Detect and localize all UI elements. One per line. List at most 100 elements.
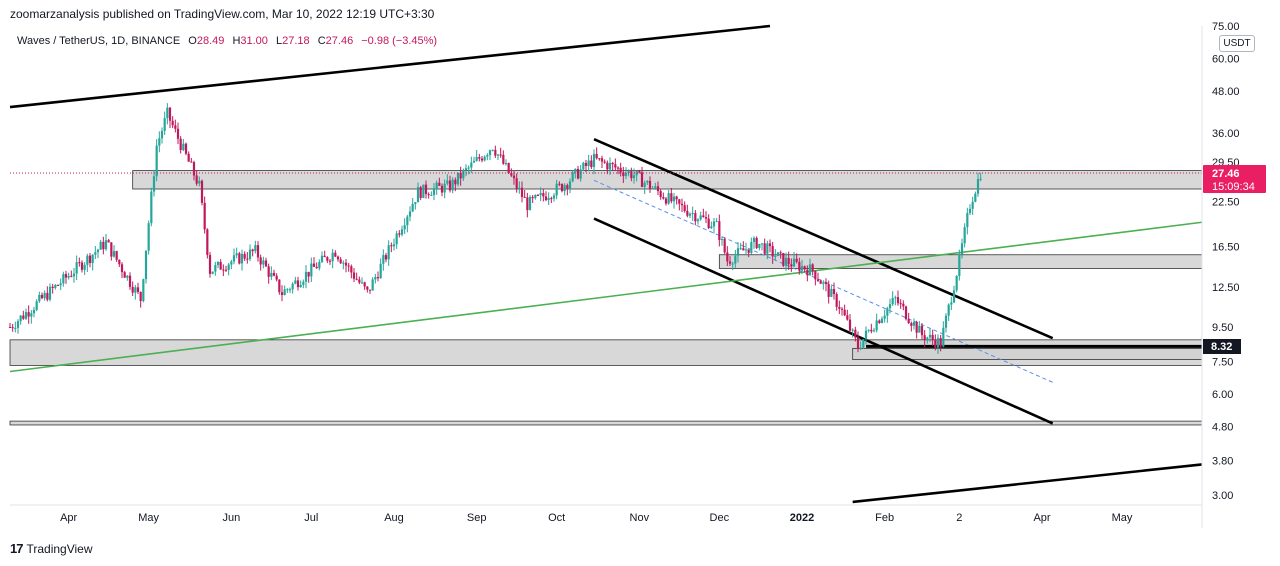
candle-body bbox=[168, 107, 172, 121]
candle-body bbox=[928, 334, 932, 338]
candle-body bbox=[176, 128, 180, 139]
candle-body bbox=[899, 303, 902, 305]
candle-body bbox=[139, 291, 142, 302]
candle bbox=[176, 122, 180, 145]
trendline-green bbox=[9, 221, 1203, 373]
candle-body bbox=[131, 286, 134, 293]
symbol-name[interactable]: Waves / TetherUS, 1D, BINANCE bbox=[17, 35, 181, 47]
high-value: 31.00 bbox=[240, 35, 268, 47]
candle-body bbox=[880, 318, 884, 323]
candle bbox=[206, 228, 209, 259]
candle bbox=[928, 328, 932, 343]
candle-body bbox=[224, 269, 228, 271]
candle bbox=[902, 300, 905, 311]
candle-body bbox=[750, 242, 753, 253]
candle-body bbox=[590, 160, 593, 168]
candle bbox=[398, 230, 401, 238]
candle-body bbox=[763, 243, 766, 254]
candle bbox=[534, 194, 537, 200]
candle-body bbox=[230, 261, 233, 265]
candle bbox=[110, 242, 113, 261]
candle-body bbox=[144, 250, 148, 280]
candle-body bbox=[62, 274, 65, 284]
candle-body bbox=[299, 284, 302, 288]
candle bbox=[968, 204, 972, 215]
candle-body bbox=[462, 170, 465, 179]
candle bbox=[574, 168, 577, 179]
price-tick-label: 9.50 bbox=[1212, 322, 1233, 334]
candle-body bbox=[190, 161, 193, 163]
candle bbox=[27, 305, 30, 324]
support-resistance-zones bbox=[9, 170, 1203, 426]
candle bbox=[856, 331, 860, 353]
candle bbox=[595, 147, 598, 160]
candle-body bbox=[856, 337, 860, 349]
time-tick-label: 2022 bbox=[790, 512, 814, 524]
candle-body bbox=[459, 172, 462, 179]
candle-body bbox=[472, 160, 476, 163]
candle-body bbox=[520, 187, 524, 197]
time-tick-label: Aug bbox=[384, 512, 404, 524]
time-tick-label: Jun bbox=[222, 512, 240, 524]
candle bbox=[427, 192, 430, 199]
candle bbox=[238, 251, 241, 265]
candle-body bbox=[694, 213, 697, 222]
candle bbox=[251, 248, 254, 257]
candle bbox=[899, 299, 902, 309]
candle-body bbox=[46, 292, 49, 300]
time-tick-label: Apr bbox=[60, 512, 77, 524]
candle-body bbox=[606, 162, 609, 170]
candle-body bbox=[723, 239, 726, 253]
candle-body bbox=[619, 167, 622, 173]
candle-body bbox=[360, 282, 364, 284]
candle bbox=[267, 263, 270, 284]
candle-body bbox=[38, 294, 41, 302]
currency-unit-badge[interactable]: USDT bbox=[1219, 35, 1255, 52]
candle-body bbox=[766, 243, 769, 254]
candle bbox=[456, 172, 460, 187]
candle-body bbox=[830, 288, 833, 297]
candle bbox=[480, 156, 484, 163]
candle-body bbox=[307, 271, 310, 277]
candle-body bbox=[88, 255, 92, 263]
candle-body bbox=[736, 248, 740, 256]
candle bbox=[955, 275, 958, 293]
candle bbox=[318, 259, 321, 271]
candle-body bbox=[907, 319, 910, 324]
candle bbox=[870, 323, 873, 334]
candle-body bbox=[456, 172, 460, 185]
candle-body bbox=[411, 203, 414, 212]
candle bbox=[72, 268, 76, 283]
candle bbox=[702, 208, 705, 218]
candle bbox=[382, 249, 385, 271]
candle-body bbox=[774, 255, 777, 257]
candle-body bbox=[592, 153, 596, 168]
candle-body bbox=[686, 210, 689, 216]
candle bbox=[352, 268, 356, 282]
candle-body bbox=[478, 157, 481, 159]
candle bbox=[568, 178, 572, 194]
candle-body bbox=[643, 182, 646, 187]
candle-body bbox=[91, 254, 94, 263]
candle bbox=[979, 172, 982, 182]
candle-body bbox=[123, 272, 126, 278]
candle bbox=[422, 184, 425, 199]
candle bbox=[776, 252, 780, 257]
candle bbox=[51, 283, 54, 294]
candle-body bbox=[784, 257, 788, 266]
candle-body bbox=[499, 154, 502, 156]
candle-body bbox=[654, 186, 657, 189]
candle-body bbox=[883, 315, 886, 319]
candle bbox=[800, 259, 804, 275]
candle bbox=[478, 153, 481, 162]
candle-body bbox=[408, 211, 412, 217]
candle-body bbox=[11, 327, 14, 329]
candle-body bbox=[32, 309, 36, 314]
last-price-box bbox=[1203, 165, 1266, 193]
candle-body bbox=[662, 197, 665, 199]
candle-body bbox=[248, 249, 252, 260]
candle-body bbox=[99, 241, 102, 250]
price-tick-label: 36.00 bbox=[1212, 128, 1240, 140]
candle-body bbox=[192, 162, 196, 176]
